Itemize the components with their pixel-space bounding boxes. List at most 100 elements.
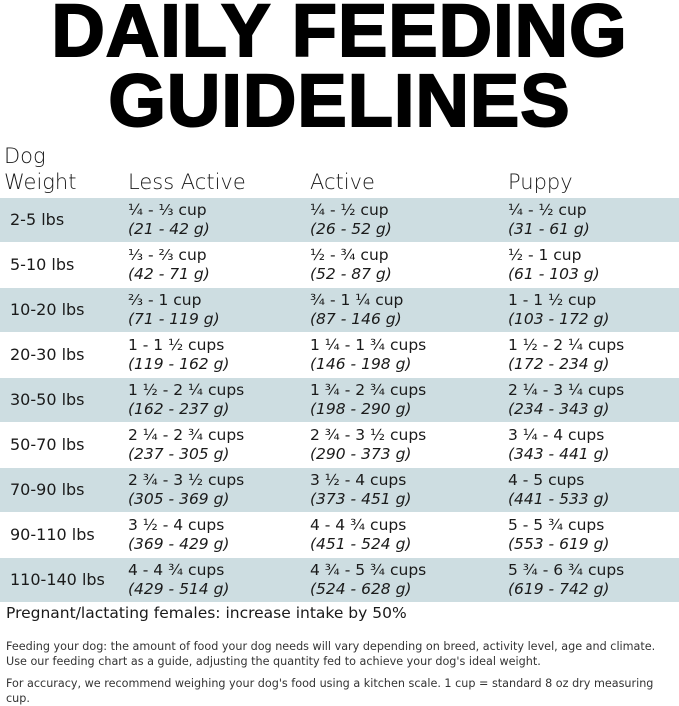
header-text: Dog bbox=[4, 144, 46, 168]
cups-value: ¾ - 1 ¼ cup bbox=[310, 291, 404, 309]
active-cell: 4 ¾ - 5 ¾ cups (524 - 628 g) bbox=[310, 561, 426, 599]
weight-cell: 20-30 lbs bbox=[10, 345, 85, 364]
header-text: Weight bbox=[4, 170, 77, 194]
puppy-cell: 4 - 5 cups (441 - 533 g) bbox=[508, 471, 609, 509]
table-row: 10-20 lbs ⅔ - 1 cup (71 - 119 g) ¾ - 1 ¼… bbox=[0, 288, 679, 333]
grams-value: (524 - 628 g) bbox=[310, 580, 412, 598]
grams-value: (373 - 451 g) bbox=[310, 490, 412, 508]
grams-value: (451 - 524 g) bbox=[310, 535, 412, 553]
accuracy-paragraph: For accuracy, we recommend weighing your… bbox=[6, 677, 654, 705]
cups-value: ¼ - ½ cup bbox=[310, 201, 389, 219]
cups-value: 4 - 4 ¾ cups bbox=[128, 561, 225, 579]
table-row: 20-30 lbs 1 - 1 ½ cups (119 - 162 g) 1 ¼… bbox=[0, 333, 679, 378]
less-active-cell: 3 ½ - 4 cups (369 - 429 g) bbox=[128, 516, 229, 554]
cups-value: 2 ¼ - 2 ¾ cups bbox=[128, 426, 245, 444]
cups-value: 1 - 1 ½ cup bbox=[508, 291, 597, 309]
table-row: 90-110 lbs 3 ½ - 4 cups (369 - 429 g) 4 … bbox=[0, 513, 679, 558]
column-header-less-active: Less Active bbox=[128, 170, 246, 194]
cups-value: 5 - 5 ¾ cups bbox=[508, 516, 605, 534]
weight-cell: 10-20 lbs bbox=[10, 300, 85, 319]
weight-cell: 70-90 lbs bbox=[10, 480, 85, 499]
grams-value: (42 - 71 g) bbox=[128, 265, 210, 283]
weight-cell: 30-50 lbs bbox=[10, 390, 85, 409]
cups-value: 3 ¼ - 4 cups bbox=[508, 426, 605, 444]
cups-value: 1 ¾ - 2 ¾ cups bbox=[310, 381, 427, 399]
cups-value: 1 ¼ - 1 ¾ cups bbox=[310, 336, 427, 354]
grams-value: (305 - 369 g) bbox=[128, 490, 230, 508]
weight-cell: 5-10 lbs bbox=[10, 255, 75, 274]
table-row: 30-50 lbs 1 ½ - 2 ¼ cups (162 - 237 g) 1… bbox=[0, 378, 679, 423]
column-header-active: Active bbox=[310, 170, 375, 194]
cups-value: 4 ¾ - 5 ¾ cups bbox=[310, 561, 427, 579]
active-cell: 1 ¾ - 2 ¾ cups (198 - 290 g) bbox=[310, 381, 426, 419]
grams-value: (553 - 619 g) bbox=[508, 535, 610, 553]
puppy-cell: 3 ¼ - 4 cups (343 - 441 g) bbox=[508, 426, 609, 464]
cups-value: 1 ½ - 2 ¼ cups bbox=[508, 336, 625, 354]
puppy-cell: ¼ - ½ cup (31 - 61 g) bbox=[508, 201, 590, 239]
grams-value: (441 - 533 g) bbox=[508, 490, 610, 508]
cups-value: 2 ¼ - 3 ¼ cups bbox=[508, 381, 625, 399]
grams-value: (119 - 162 g) bbox=[128, 355, 230, 373]
weight-cell: 50-70 lbs bbox=[10, 435, 85, 454]
puppy-cell: 1 - 1 ½ cup (103 - 172 g) bbox=[508, 291, 609, 329]
puppy-cell: ½ - 1 cup (61 - 103 g) bbox=[508, 246, 600, 284]
cups-value: 4 - 4 ¾ cups bbox=[310, 516, 407, 534]
cups-value: ⅓ - ⅔ cup bbox=[128, 246, 207, 264]
active-cell: 2 ¾ - 3 ½ cups (290 - 373 g) bbox=[310, 426, 426, 464]
less-active-cell: 2 ¾ - 3 ½ cups (305 - 369 g) bbox=[128, 471, 244, 509]
less-active-cell: ¼ - ⅓ cup (21 - 42 g) bbox=[128, 201, 210, 239]
grams-value: (21 - 42 g) bbox=[128, 220, 210, 238]
grams-value: (237 - 305 g) bbox=[128, 445, 230, 463]
table-row: 110-140 lbs 4 - 4 ¾ cups (429 - 514 g) 4… bbox=[0, 558, 679, 603]
cups-value: ½ - ¾ cup bbox=[310, 246, 389, 264]
less-active-cell: 2 ¼ - 2 ¾ cups (237 - 305 g) bbox=[128, 426, 244, 464]
table-row: 5-10 lbs ⅓ - ⅔ cup (42 - 71 g) ½ - ¾ cup… bbox=[0, 243, 679, 288]
page-title-line1: DAILY FEEDING bbox=[50, 0, 628, 72]
grams-value: (26 - 52 g) bbox=[310, 220, 392, 238]
weight-cell: 2-5 lbs bbox=[10, 210, 65, 229]
puppy-cell: 1 ½ - 2 ¼ cups (172 - 234 g) bbox=[508, 336, 624, 374]
grams-value: (31 - 61 g) bbox=[508, 220, 590, 238]
table-row: 2-5 lbs ¼ - ⅓ cup (21 - 42 g) ¼ - ½ cup … bbox=[0, 198, 679, 243]
less-active-cell: 1 ½ - 2 ¼ cups (162 - 237 g) bbox=[128, 381, 244, 419]
cups-value: 4 - 5 cups bbox=[508, 471, 585, 489]
weight-cell: 90-110 lbs bbox=[10, 525, 95, 544]
table-row: 70-90 lbs 2 ¾ - 3 ½ cups (305 - 369 g) 3… bbox=[0, 468, 679, 513]
less-active-cell: 4 - 4 ¾ cups (429 - 514 g) bbox=[128, 561, 229, 599]
cups-value: 2 ¾ - 3 ½ cups bbox=[310, 426, 427, 444]
column-header-weight: Dog Weight bbox=[4, 143, 76, 195]
less-active-cell: ⅔ - 1 cup (71 - 119 g) bbox=[128, 291, 220, 329]
active-cell: 3 ½ - 4 cups (373 - 451 g) bbox=[310, 471, 411, 509]
cups-value: 3 ½ - 4 cups bbox=[128, 516, 225, 534]
pregnancy-note: Pregnant/lactating females: increase int… bbox=[6, 604, 407, 622]
active-cell: ½ - ¾ cup (52 - 87 g) bbox=[310, 246, 392, 284]
active-cell: 1 ¼ - 1 ¾ cups (146 - 198 g) bbox=[310, 336, 426, 374]
grams-value: (162 - 237 g) bbox=[128, 400, 230, 418]
table-row: 50-70 lbs 2 ¼ - 2 ¾ cups (237 - 305 g) 2… bbox=[0, 423, 679, 468]
cups-value: 1 - 1 ½ cups bbox=[128, 336, 225, 354]
grams-value: (87 - 146 g) bbox=[310, 310, 402, 328]
puppy-cell: 5 ¾ - 6 ¾ cups (619 - 742 g) bbox=[508, 561, 624, 599]
grams-value: (61 - 103 g) bbox=[508, 265, 600, 283]
grams-value: (234 - 343 g) bbox=[508, 400, 610, 418]
cups-value: ½ - 1 cup bbox=[508, 246, 582, 264]
feeding-paragraph: Feeding your dog: the amount of food you… bbox=[6, 640, 656, 668]
cups-value: ¼ - ⅓ cup bbox=[128, 201, 207, 219]
grams-value: (198 - 290 g) bbox=[310, 400, 412, 418]
less-active-cell: 1 - 1 ½ cups (119 - 162 g) bbox=[128, 336, 229, 374]
feeding-table: 2-5 lbs ¼ - ⅓ cup (21 - 42 g) ¼ - ½ cup … bbox=[0, 198, 679, 603]
cups-value: ¼ - ½ cup bbox=[508, 201, 587, 219]
grams-value: (619 - 742 g) bbox=[508, 580, 610, 598]
less-active-cell: ⅓ - ⅔ cup (42 - 71 g) bbox=[128, 246, 210, 284]
grams-value: (71 - 119 g) bbox=[128, 310, 220, 328]
puppy-cell: 2 ¼ - 3 ¼ cups (234 - 343 g) bbox=[508, 381, 624, 419]
cups-value: ⅔ - 1 cup bbox=[128, 291, 202, 309]
grams-value: (172 - 234 g) bbox=[508, 355, 610, 373]
grams-value: (290 - 373 g) bbox=[310, 445, 412, 463]
grams-value: (343 - 441 g) bbox=[508, 445, 610, 463]
page-title-line2: GUIDELINES bbox=[107, 59, 571, 142]
active-cell: ¾ - 1 ¼ cup (87 - 146 g) bbox=[310, 291, 403, 329]
grams-value: (52 - 87 g) bbox=[310, 265, 392, 283]
grams-value: (369 - 429 g) bbox=[128, 535, 230, 553]
column-header-puppy: Puppy bbox=[508, 170, 573, 194]
